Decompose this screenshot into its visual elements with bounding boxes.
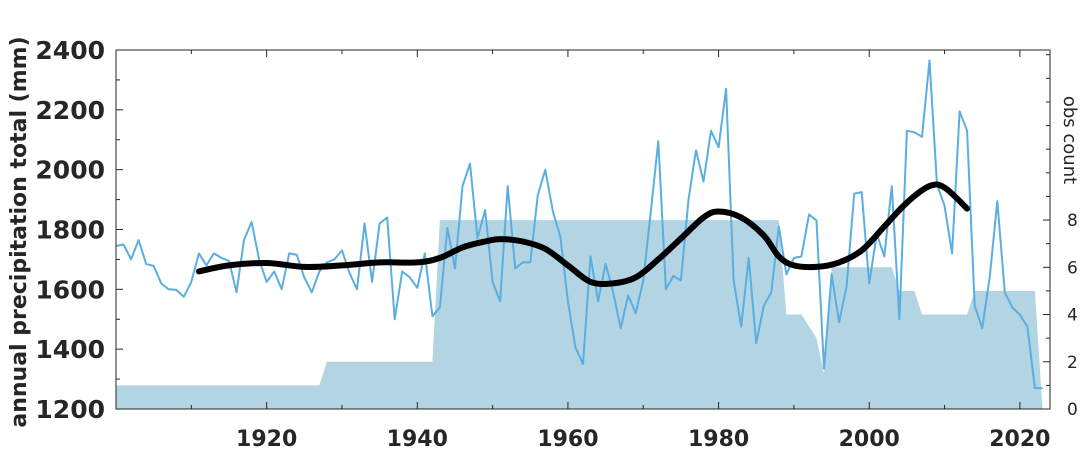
y2-tick-label: 4	[1067, 306, 1078, 326]
x-tick-label: 2000	[839, 427, 900, 452]
y2-tick-label: 0	[1067, 400, 1078, 420]
y-tick-label: 1200	[35, 395, 105, 424]
smoothed-series-layer	[195, 181, 971, 287]
x-tick-label: 1940	[387, 427, 448, 452]
x-tick-label: 1920	[236, 427, 297, 452]
x-tick-label: 2020	[989, 427, 1050, 452]
tick-layer	[116, 49, 1050, 410]
y2-tick-label: 6	[1067, 258, 1078, 278]
smoothed-trend-line	[195, 181, 971, 287]
x-tick-label: 1960	[537, 427, 598, 452]
x-tick-label: 1980	[688, 427, 749, 452]
y-tick-label: 1600	[35, 275, 105, 304]
obs-count-area	[116, 220, 1043, 409]
y-tick-label: 1400	[35, 335, 105, 364]
y2-axis-title: obs count	[1059, 96, 1080, 184]
y-tick-label: 1800	[35, 216, 105, 245]
y2-tick-label: 8	[1067, 211, 1078, 231]
y-tick-label: 2200	[35, 96, 105, 125]
y-tick-label: 2400	[35, 36, 105, 65]
tick-label-layer: 1920 1940 1960 1980 2000 2020 1200 1400 1600 1800…	[35, 36, 1077, 452]
y2-tick-label: 2	[1067, 353, 1078, 373]
obs-count-area-layer	[116, 220, 1043, 409]
y-tick-label: 2000	[35, 156, 105, 185]
y-axis-title: annual precipitation total (mm)	[7, 36, 32, 427]
